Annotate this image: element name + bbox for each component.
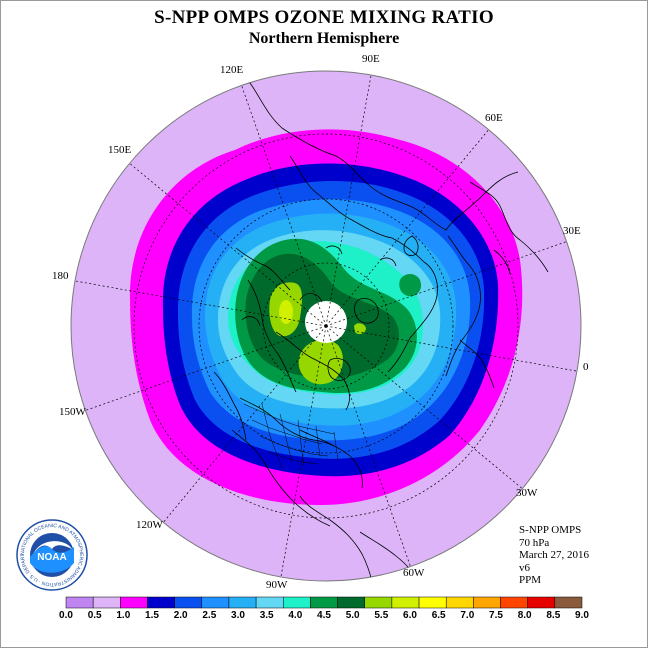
lon-label-30w: 30W [516,487,538,499]
contour-4-5-blob [399,274,422,297]
info-block: S-NPP OMPS 70 hPa March 27, 2016 v6 PPM [519,524,589,587]
info-instrument: S-NPP OMPS [519,524,582,536]
lon-label-120e: 120E [220,64,244,76]
lon-label-90e: 90E [362,53,380,65]
lon-label-60w: 60W [403,567,425,579]
lon-label-150w: 150W [59,406,87,418]
political-boundaries [243,403,339,469]
lon-label-120w: 120W [136,519,164,531]
lon-label-150e: 150E [108,144,132,156]
graticule [71,71,581,581]
info-date: March 27, 2016 [519,549,589,561]
lon-label-30e: 30E [563,225,581,237]
contour-5-5b [298,339,343,385]
lon-label-60e: 60E [485,112,503,124]
longitude-labels: 90E 60E 30E 0 30W 60W 90W 120W 150W 180 … [52,53,589,591]
info-units: PPM [519,574,542,586]
info-pressure: 70 hPa [519,536,550,549]
noaa-logo: NATIONAL OCEANIC AND ATMOSPHERIC ADMINIS… [16,519,88,591]
info-version: v6 [519,561,530,574]
chart-subtitle: Northern Hemisphere [248,30,400,47]
ozone-field [129,129,523,505]
contour-6-0 [279,300,293,324]
coastlines [213,71,549,581]
logo-text: NOAA [37,552,66,563]
polar-data-gap [305,301,347,343]
lon-label-180: 180 [52,270,69,282]
lon-label-90w: 90W [266,579,288,591]
chart-title: S-NPP OMPS OZONE MIXING RATIO [154,7,494,28]
contour-5-5-small [354,323,366,335]
lon-label-0: 0 [583,361,589,373]
